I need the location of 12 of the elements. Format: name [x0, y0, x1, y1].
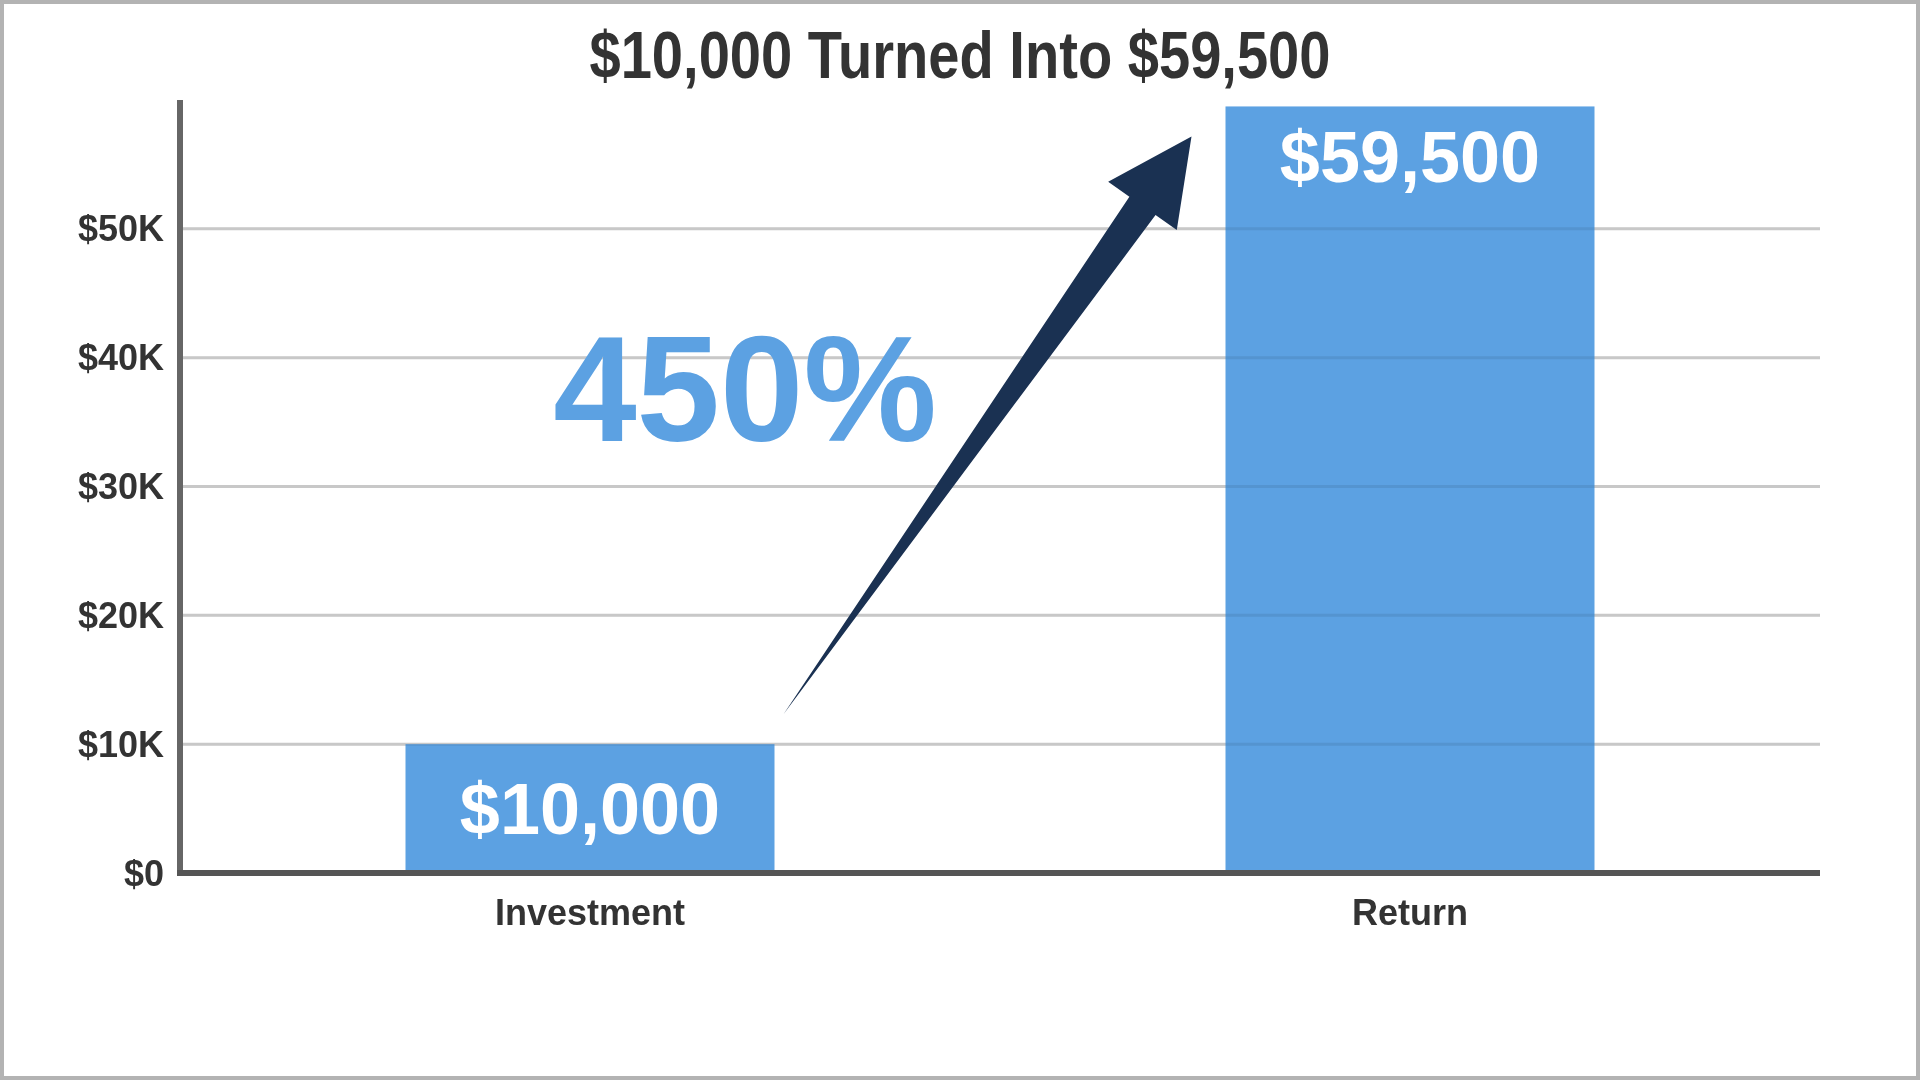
y-tick-label: $50K	[77, 208, 164, 250]
data-label: $59,500	[1279, 116, 1541, 197]
y-tick-label: $10K	[77, 723, 164, 765]
x-tick-label: Return	[1352, 892, 1468, 933]
y-tick-label: $20K	[77, 594, 164, 636]
y-tick-label: $40K	[77, 337, 164, 379]
chart-title: $10,000 Turned Into $59,500	[589, 18, 1331, 93]
data-label: $10,000	[459, 768, 721, 849]
y-tick-label: $30K	[77, 466, 164, 508]
annotation: 450%	[553, 305, 937, 474]
y-tick-label: $0	[123, 852, 164, 894]
x-tick-label: Investment	[494, 892, 686, 933]
